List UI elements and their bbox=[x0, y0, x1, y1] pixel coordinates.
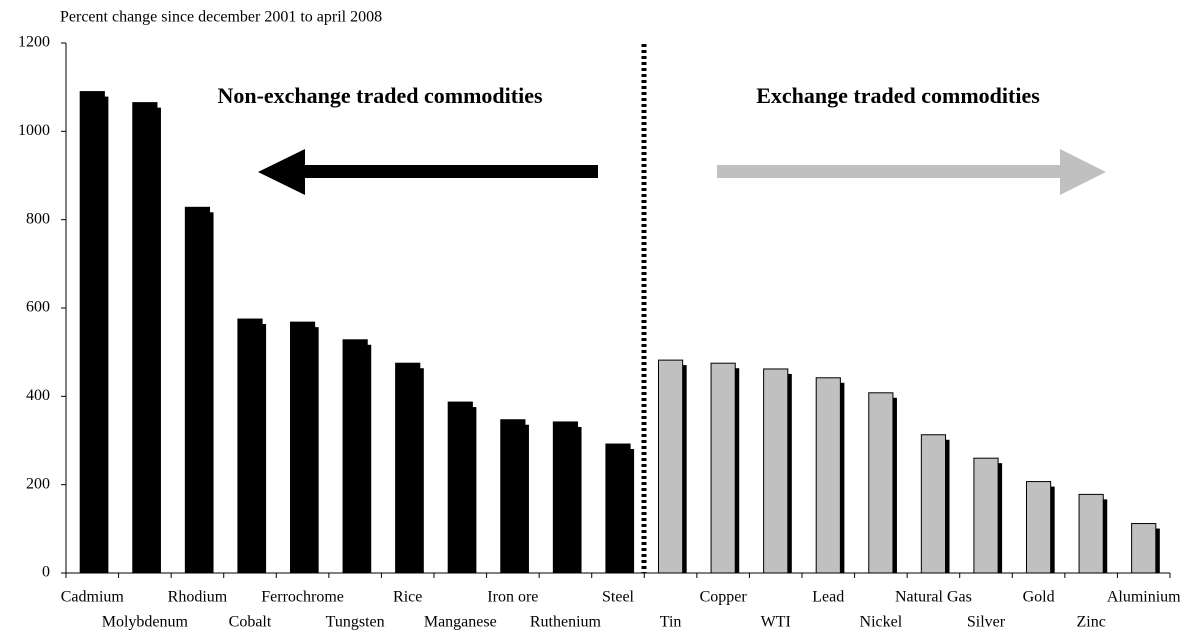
x-tick-label: Steel bbox=[602, 589, 635, 606]
annotation: Non-exchange traded commodities bbox=[217, 83, 543, 108]
x-tick-label: Tungsten bbox=[326, 614, 385, 631]
y-tick-label: 1200 bbox=[18, 34, 50, 51]
bar bbox=[1025, 481, 1052, 574]
x-tick-label: Ferrochrome bbox=[261, 589, 344, 606]
bar bbox=[763, 368, 789, 574]
y-tick-label: 400 bbox=[26, 387, 50, 404]
x-tick-label: Copper bbox=[700, 589, 748, 606]
y-axis-label: Percent change since december 2001 to ap… bbox=[60, 9, 382, 26]
x-tick-label: Ruthenium bbox=[530, 614, 602, 631]
bar bbox=[920, 434, 947, 574]
bar bbox=[79, 91, 105, 574]
bar bbox=[395, 362, 421, 574]
x-tick-label: Natural Gas bbox=[895, 589, 972, 606]
left-arrow bbox=[258, 149, 598, 195]
bar bbox=[605, 443, 631, 574]
bar bbox=[447, 401, 473, 574]
x-tick-label: Lead bbox=[812, 589, 844, 606]
y-tick-label: 200 bbox=[26, 475, 50, 492]
x-tick-label: Rhodium bbox=[168, 589, 228, 606]
x-tick-label: Tin bbox=[660, 614, 682, 631]
bar bbox=[289, 321, 316, 574]
annotation: Exchange traded commodities bbox=[756, 83, 1040, 108]
bar bbox=[342, 339, 368, 574]
bar bbox=[184, 206, 211, 574]
bar bbox=[710, 362, 736, 574]
y-tick-label: 800 bbox=[26, 210, 50, 227]
bar bbox=[1131, 523, 1157, 574]
x-tick-label: Cobalt bbox=[229, 614, 272, 631]
x-tick-label: Manganese bbox=[424, 614, 497, 631]
y-tick-label: 1000 bbox=[18, 122, 50, 139]
x-tick-label: Nickel bbox=[860, 614, 903, 631]
x-tick-label: Aluminium bbox=[1107, 589, 1181, 606]
bar bbox=[973, 457, 999, 574]
x-tick-label: Gold bbox=[1023, 589, 1055, 606]
bar bbox=[132, 102, 158, 574]
x-tick-label: Molybdenum bbox=[102, 614, 189, 631]
y-tick-label: 600 bbox=[26, 299, 50, 316]
x-tick-label: Cadmium bbox=[61, 589, 125, 606]
bar bbox=[237, 318, 263, 574]
bar bbox=[1078, 493, 1104, 574]
x-tick-label: Silver bbox=[967, 614, 1006, 631]
x-tick-label: Zinc bbox=[1076, 614, 1105, 631]
bar bbox=[868, 392, 894, 574]
bar bbox=[815, 377, 841, 574]
x-tick-label: Iron ore bbox=[487, 589, 538, 606]
x-tick-label: Rice bbox=[393, 589, 422, 606]
right-arrow bbox=[717, 149, 1106, 195]
bar bbox=[500, 419, 526, 574]
bar bbox=[552, 421, 579, 574]
x-tick-label: WTI bbox=[761, 614, 791, 631]
y-tick-label: 0 bbox=[42, 564, 50, 581]
bar bbox=[657, 359, 684, 574]
